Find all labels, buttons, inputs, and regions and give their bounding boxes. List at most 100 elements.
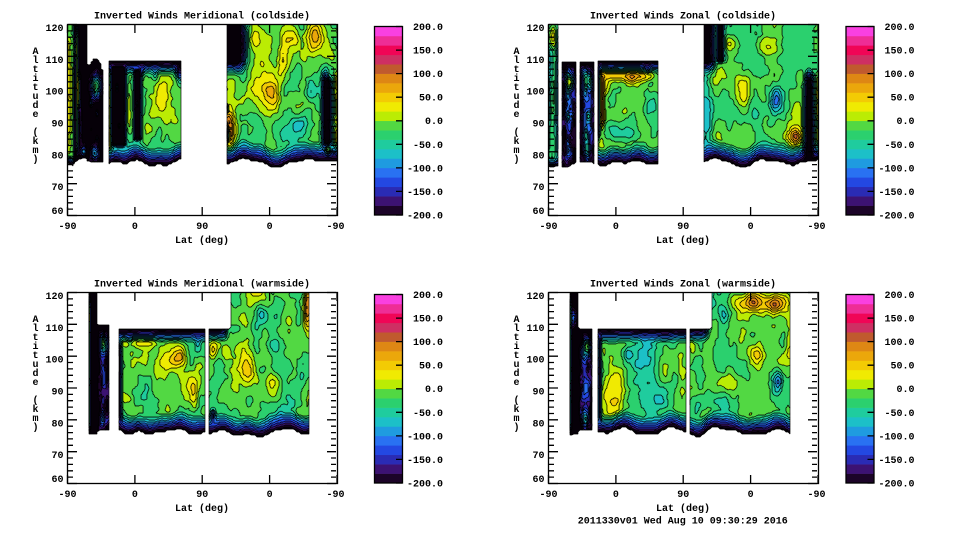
svg-text:k: k <box>513 404 519 416</box>
svg-text:e: e <box>32 378 38 389</box>
svg-text:-50.0: -50.0 <box>884 409 914 420</box>
svg-text:(: ( <box>513 395 519 407</box>
svg-text:): ) <box>32 422 38 434</box>
svg-text:80: 80 <box>532 151 544 162</box>
svg-text:-100.0: -100.0 <box>407 164 443 175</box>
svg-text:-50.0: -50.0 <box>413 141 443 152</box>
svg-text:-100.0: -100.0 <box>407 432 443 443</box>
svg-text:-90: -90 <box>326 222 344 233</box>
svg-text:Inverted Winds Zonal (coldside: Inverted Winds Zonal (coldside) <box>590 10 776 22</box>
svg-text:200.0: 200.0 <box>413 23 443 34</box>
svg-text:0: 0 <box>132 490 138 501</box>
svg-text:90: 90 <box>196 490 208 501</box>
svg-text:m: m <box>513 414 519 425</box>
svg-text:l: l <box>32 55 38 67</box>
svg-text:2011330v01 Wed Aug 10 09:30:29: 2011330v01 Wed Aug 10 09:30:29 2016 <box>578 516 788 528</box>
svg-text:0: 0 <box>748 490 754 501</box>
svg-text:-90: -90 <box>58 490 76 501</box>
svg-text:100.0: 100.0 <box>884 70 914 81</box>
svg-text:0: 0 <box>132 222 138 233</box>
svg-text:t: t <box>32 83 38 94</box>
svg-text:A: A <box>513 315 519 326</box>
svg-text:): ) <box>513 154 519 166</box>
svg-text:Lat (deg): Lat (deg) <box>175 235 229 247</box>
svg-text:100: 100 <box>45 88 63 99</box>
svg-text:m: m <box>32 146 38 157</box>
svg-text:110: 110 <box>45 324 63 335</box>
svg-text:m: m <box>32 414 38 425</box>
svg-text:200.0: 200.0 <box>884 291 914 302</box>
svg-text:Inverted Winds Zonal (warmside: Inverted Winds Zonal (warmside) <box>590 278 776 290</box>
svg-text:120: 120 <box>45 24 63 35</box>
svg-text:-90: -90 <box>807 222 825 233</box>
svg-text:70: 70 <box>51 183 63 194</box>
svg-text:Lat (deg): Lat (deg) <box>656 503 710 515</box>
svg-text:Inverted Winds Meridional (war: Inverted Winds Meridional (warmside) <box>94 278 310 290</box>
svg-text:110: 110 <box>526 56 544 67</box>
svg-text:70: 70 <box>51 451 63 462</box>
svg-text:Inverted Winds Meridional (col: Inverted Winds Meridional (coldside) <box>94 10 310 22</box>
svg-text:t: t <box>32 351 38 362</box>
svg-text:i: i <box>513 341 519 353</box>
svg-text:-150.0: -150.0 <box>407 188 443 199</box>
svg-text:A: A <box>32 47 38 58</box>
svg-text:(: ( <box>32 127 38 139</box>
svg-text:l: l <box>513 55 519 67</box>
svg-text:t: t <box>513 83 519 94</box>
svg-text:t: t <box>32 333 38 344</box>
svg-text:(: ( <box>513 127 519 139</box>
svg-text:200.0: 200.0 <box>884 23 914 34</box>
svg-text:e: e <box>513 110 519 121</box>
svg-text:0: 0 <box>748 222 754 233</box>
svg-text:150.0: 150.0 <box>884 315 914 326</box>
svg-text:-90: -90 <box>539 490 557 501</box>
svg-text:0: 0 <box>613 222 619 233</box>
svg-text:d: d <box>32 100 38 112</box>
svg-text:-150.0: -150.0 <box>878 188 914 199</box>
svg-text:100.0: 100.0 <box>413 338 443 349</box>
svg-text:i: i <box>32 73 38 85</box>
svg-text:-90: -90 <box>58 222 76 233</box>
svg-text:110: 110 <box>45 56 63 67</box>
svg-text:-150.0: -150.0 <box>878 456 914 467</box>
svg-text:0.0: 0.0 <box>425 117 443 128</box>
svg-text:100: 100 <box>45 356 63 367</box>
svg-text:u: u <box>32 360 38 371</box>
svg-text:0.0: 0.0 <box>896 385 914 396</box>
svg-text:120: 120 <box>526 24 544 35</box>
svg-text:-90: -90 <box>807 490 825 501</box>
svg-text:60: 60 <box>532 207 544 218</box>
svg-text:d: d <box>513 368 519 380</box>
svg-text:-100.0: -100.0 <box>878 432 914 443</box>
svg-text:90: 90 <box>532 388 544 399</box>
svg-text:90: 90 <box>196 222 208 233</box>
svg-text:90: 90 <box>51 120 63 131</box>
svg-text:-200.0: -200.0 <box>407 212 443 223</box>
svg-text:0: 0 <box>613 490 619 501</box>
svg-text:60: 60 <box>51 207 63 218</box>
svg-text:70: 70 <box>532 183 544 194</box>
svg-text:100: 100 <box>526 88 544 99</box>
svg-text:-200.0: -200.0 <box>878 480 914 491</box>
svg-text:Lat (deg): Lat (deg) <box>656 235 710 247</box>
svg-text:d: d <box>32 368 38 380</box>
svg-text:90: 90 <box>532 120 544 131</box>
svg-text:-100.0: -100.0 <box>878 164 914 175</box>
svg-text:-200.0: -200.0 <box>878 212 914 223</box>
svg-text:80: 80 <box>51 419 63 430</box>
svg-text:60: 60 <box>532 475 544 486</box>
svg-text:70: 70 <box>532 451 544 462</box>
svg-text:200.0: 200.0 <box>413 291 443 302</box>
svg-text:k: k <box>32 136 38 148</box>
svg-text:-90: -90 <box>539 222 557 233</box>
svg-text:100.0: 100.0 <box>413 70 443 81</box>
svg-text:90: 90 <box>677 222 689 233</box>
svg-text:50.0: 50.0 <box>890 362 914 373</box>
svg-text:0.0: 0.0 <box>425 385 443 396</box>
svg-text:50.0: 50.0 <box>419 362 443 373</box>
svg-text:-50.0: -50.0 <box>413 409 443 420</box>
svg-text:l: l <box>513 323 519 335</box>
svg-text:-200.0: -200.0 <box>407 480 443 491</box>
svg-text:80: 80 <box>51 151 63 162</box>
svg-text:100.0: 100.0 <box>884 338 914 349</box>
